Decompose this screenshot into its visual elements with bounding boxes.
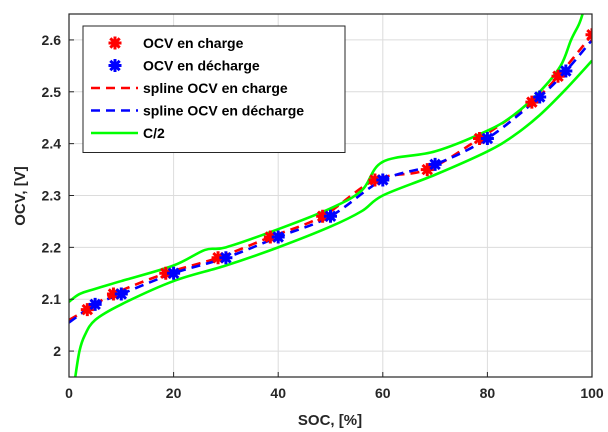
x-axis-label: SOC, [%] — [298, 412, 362, 429]
data-point-series-1 — [324, 209, 337, 223]
series-line-5 — [73, 59, 592, 377]
data-point-series-1 — [219, 251, 233, 265]
legend-item: spline OCV en décharge — [91, 103, 304, 119]
legend-item: OCV en charge — [108, 35, 244, 51]
legend-label: spline OCV en charge — [143, 80, 288, 96]
data-point-series-1 — [428, 157, 442, 171]
data-point-series-0 — [316, 209, 330, 223]
data-point-series-1 — [533, 90, 547, 104]
data-point-series-0 — [420, 163, 434, 177]
legend-label: C/2 — [143, 125, 165, 141]
data-point-series-0 — [80, 303, 94, 317]
legend-marker-star — [108, 59, 122, 72]
x-tick-label: 100 — [580, 385, 604, 401]
data-point-series-1 — [271, 230, 285, 244]
data-point-series-0 — [106, 287, 120, 301]
data-point-series-1 — [376, 173, 390, 187]
data-point-series-0 — [525, 95, 539, 109]
legend-item: C/2 — [91, 125, 165, 141]
series-layer — [69, 14, 592, 377]
data-point-series-0 — [368, 173, 382, 187]
data-point-series-0 — [551, 69, 565, 83]
tick-labels: 0 20 40 60 80 100 2 2.1 2.2 2.3 2.4 2.5 2.6 — [42, 32, 604, 401]
data-point-series-1 — [480, 131, 494, 145]
legend-label: spline OCV en décharge — [143, 103, 304, 119]
x-tick-label: 20 — [166, 385, 182, 401]
y-tick-label: 2 — [53, 343, 61, 359]
data-point-series-1 — [559, 64, 573, 78]
legend-label: OCV en charge — [143, 35, 244, 51]
x-tick-label: 40 — [270, 385, 286, 401]
legend-item: OCV en décharge — [108, 58, 260, 74]
series-line-4 — [69, 14, 584, 303]
y-tick-label: 2.4 — [42, 136, 62, 152]
data-point-series-0 — [263, 230, 277, 244]
y-tick-label: 2.6 — [42, 32, 62, 48]
y-tick-label: 2.2 — [42, 239, 62, 255]
y-tick-label: 2.3 — [42, 188, 62, 204]
x-tick-label: 60 — [375, 385, 391, 401]
y-tick-label: 2.5 — [42, 84, 62, 100]
data-point-series-0 — [473, 131, 487, 145]
legend-item: spline OCV en charge — [91, 80, 288, 96]
data-point-series-1 — [88, 297, 102, 311]
legend-marker-star — [108, 36, 122, 50]
data-point-series-1 — [114, 287, 128, 301]
y-tick-label: 2.1 — [42, 291, 62, 307]
legend-label: OCV en décharge — [143, 58, 260, 74]
data-point-series-0 — [159, 266, 173, 280]
x-tick-label: 80 — [480, 385, 496, 401]
x-tick-label: 0 — [65, 385, 73, 401]
y-axis-label: OCV, [V] — [12, 166, 29, 225]
data-point-series-1 — [167, 266, 181, 280]
data-point-series-0 — [211, 251, 225, 265]
legend: OCV en charge OCV en décharge spline OCV e… — [82, 25, 346, 153]
